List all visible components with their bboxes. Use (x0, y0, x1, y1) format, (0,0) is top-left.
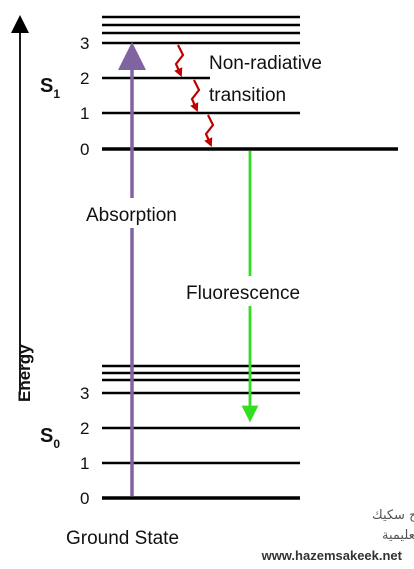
watermark-network: شبكة الفيزياء التعليمية (382, 528, 414, 543)
s1-level-0-label: 0 (80, 140, 89, 159)
energy-axis-label: Energy (15, 344, 34, 402)
ground-state-label: Ground State (66, 528, 179, 549)
non-radiative-label-line1: Non-radiative (209, 53, 322, 74)
s1-level-1-label: 1 (80, 104, 89, 123)
fluorescence-label: Fluorescence (186, 283, 300, 304)
absorption-label-bg (84, 198, 202, 228)
s0-level-0-label: 0 (80, 489, 89, 508)
s1-level-2-label: 2 (80, 69, 89, 88)
absorption-label: Absorption (86, 205, 177, 226)
s0-level-3-label: 3 (80, 384, 89, 403)
non-radiative-arrow-1-to-0 (204, 114, 215, 148)
s1-state-label: S1 (40, 75, 60, 101)
watermark-url: www.hazemsakeek.net (261, 548, 403, 563)
s0-levels (102, 364, 300, 500)
non-radiative-label-line2: transition (209, 85, 286, 106)
s0-level-2-label: 2 (80, 419, 89, 438)
watermark-author: د. حازم فلاح سكيك (372, 508, 414, 523)
non-radiative-arrow-3-to-2 (174, 44, 185, 78)
non-radiative-label-bg (207, 48, 357, 70)
s0-state-label: S0 (40, 425, 60, 451)
fluorescence-label-bg (184, 276, 324, 306)
s1-levels (102, 15, 398, 151)
s1-level-3-label: 3 (80, 34, 89, 53)
s0-level-1-label: 1 (80, 454, 89, 473)
non-radiative-arrow-2-to-1 (190, 79, 201, 113)
